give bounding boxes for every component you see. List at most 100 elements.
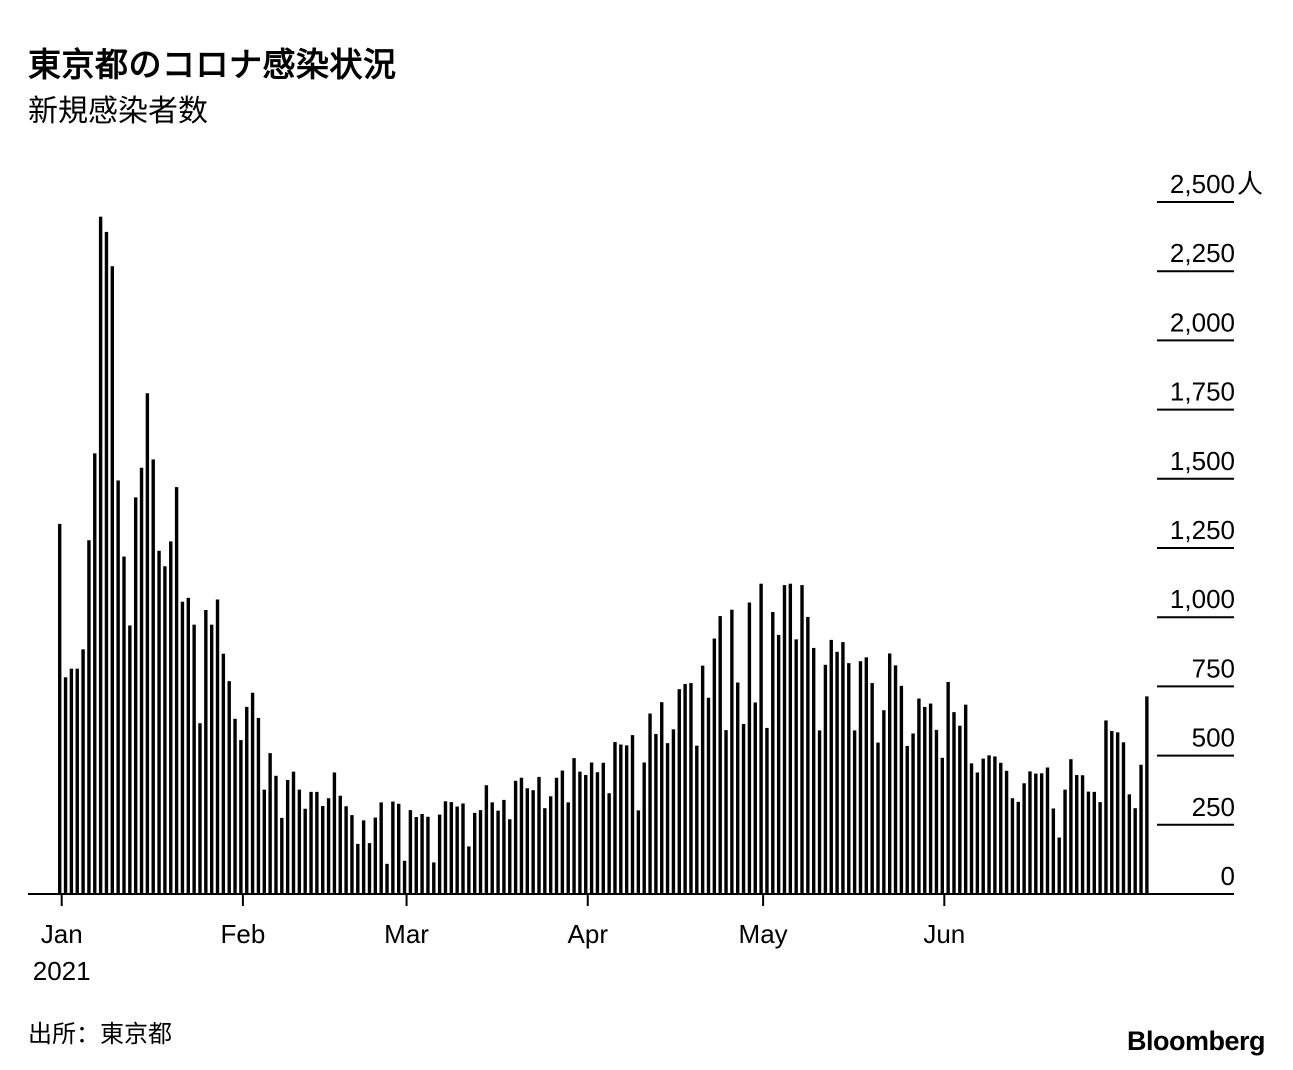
- bar-186: [1145, 696, 1149, 894]
- bar-36: [268, 753, 272, 894]
- bar-46: [326, 798, 331, 894]
- x-tick-marks: [60, 894, 946, 906]
- bar-26: [209, 624, 214, 894]
- bar-52: [361, 820, 366, 894]
- bar-28: [221, 653, 226, 894]
- bar-63: [426, 816, 430, 894]
- bar-23: [192, 624, 196, 894]
- bar-152: [946, 681, 950, 894]
- bar-114: [724, 730, 728, 894]
- source-note: 出所：東京都: [28, 1020, 172, 1048]
- bar-60: [408, 810, 413, 894]
- bar-49: [344, 806, 348, 894]
- bar-67: [449, 802, 454, 894]
- bar-9: [110, 266, 115, 894]
- bar-115: [730, 609, 734, 894]
- bar-18: [163, 566, 167, 894]
- x-tick-sublabel-year: 2021: [33, 956, 91, 986]
- bar-30: [233, 718, 237, 894]
- x-tick-labels: Jan 2021 Feb Mar Apr May Jun: [33, 919, 965, 986]
- bar-138: [864, 657, 869, 894]
- bar-79: [519, 777, 524, 894]
- bar-69: [461, 803, 465, 894]
- bar-143: [893, 665, 898, 894]
- bar-55: [379, 802, 383, 894]
- bar-64: [432, 862, 436, 894]
- bar-119: [753, 702, 757, 894]
- bar-159: [987, 755, 991, 894]
- bar-20: [174, 487, 179, 894]
- bar-78: [513, 780, 518, 894]
- bar-180: [1110, 730, 1114, 894]
- bar-153: [952, 712, 956, 894]
- bar-12: [128, 625, 132, 894]
- bar-173: [1069, 759, 1073, 894]
- bloomberg-logo: Bloomberg: [1126, 1026, 1266, 1056]
- bar-1: [63, 677, 68, 894]
- bar-31: [239, 740, 243, 894]
- chart-subtitle: 新規感染者数: [28, 94, 208, 129]
- bar-32: [245, 706, 249, 894]
- bar-73: [484, 785, 489, 894]
- bar-0: [58, 523, 62, 894]
- bar-85: [554, 777, 559, 894]
- bar-82: [537, 776, 541, 894]
- bar-162: [1004, 770, 1009, 894]
- bar-110: [700, 665, 705, 894]
- bar-166: [1028, 771, 1032, 894]
- x-tick-label-mar: Mar: [384, 919, 429, 949]
- bar-92: [595, 772, 600, 894]
- bar-14: [139, 467, 144, 894]
- bar-136: [852, 730, 857, 894]
- x-tick-label-jun: Jun: [923, 919, 965, 949]
- bar-155: [963, 704, 968, 894]
- bar-135: [847, 663, 851, 894]
- bar-29: [227, 681, 231, 894]
- bar-17: [157, 550, 161, 894]
- bar-76: [502, 799, 506, 894]
- bar-11: [122, 556, 126, 894]
- y-tick-label-1000: 1,000: [1170, 584, 1235, 614]
- bar-122: [771, 611, 775, 894]
- bar-121: [765, 727, 769, 894]
- bar-10: [116, 480, 120, 894]
- bar-113: [718, 616, 722, 894]
- x-tick-label-may: May: [739, 919, 788, 949]
- y-tick-labels: 0 250 500 750 1,000 1,250 1,500 1,750 2,000 2,250…: [1170, 169, 1263, 891]
- bar-141: [882, 710, 886, 894]
- bar-170: [1051, 808, 1056, 894]
- bar-147: [917, 698, 921, 894]
- bar-35: [262, 789, 266, 894]
- bar-62: [420, 814, 424, 894]
- bar-58: [397, 803, 401, 894]
- bar-98: [630, 735, 635, 894]
- bar-129: [812, 647, 816, 894]
- bar-75: [496, 810, 500, 894]
- bar-117: [741, 724, 746, 894]
- bar-151: [940, 757, 944, 894]
- bar-51: [356, 843, 360, 894]
- bar-54: [373, 817, 378, 894]
- bar-133: [835, 651, 839, 894]
- bar-106: [677, 689, 681, 894]
- bar-109: [695, 745, 699, 894]
- bar-25: [204, 610, 208, 894]
- bar-57: [391, 801, 395, 894]
- bar-167: [1034, 773, 1038, 894]
- bar-146: [911, 733, 915, 894]
- bar-43: [309, 791, 313, 894]
- bar-134: [841, 642, 845, 894]
- bar-56: [385, 863, 389, 894]
- bar-182: [1121, 742, 1126, 894]
- bar-139: [870, 683, 874, 894]
- bar-27: [215, 599, 220, 894]
- bar-13: [133, 497, 138, 894]
- bar-24: [198, 723, 202, 894]
- bar-127: [800, 585, 804, 894]
- bar-66: [443, 801, 448, 894]
- bar-4: [81, 649, 85, 894]
- bar-149: [928, 703, 933, 894]
- bar-22: [186, 597, 190, 894]
- bar-128: [806, 616, 810, 894]
- bar-6: [93, 453, 97, 894]
